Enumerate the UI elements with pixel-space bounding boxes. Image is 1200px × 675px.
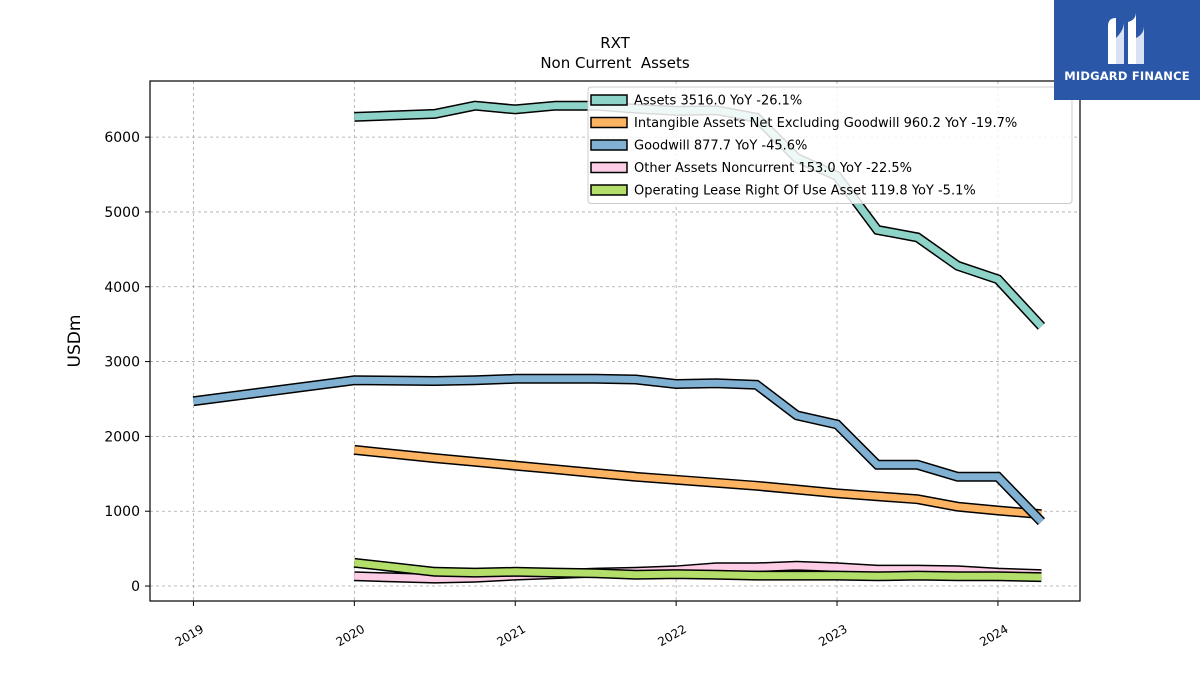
y-tick-label: 2000 [104,429,140,445]
logo-text: MIDGARD FINANCE [1064,69,1190,83]
y-tick-label: 1000 [104,504,140,520]
legend-swatch [590,161,628,174]
plot-frame [149,80,1081,602]
x-tick-label: 2021 [495,622,528,649]
chart-subtitle: Non Current Assets [540,54,690,72]
legend-swatch [590,139,628,151]
legend-swatch [590,94,628,106]
y-tick-label: 0 [131,579,140,595]
logo-mark-icon [1108,12,1144,64]
axes: 0 1000 2000 3000 4000 5000 6000 2019 2020 2021 202… [104,130,1010,649]
series-line-1 [353,444,1042,520]
y-axis-label: USDm [65,315,85,368]
series-line-fill [192,375,1044,525]
legend-label: Other Assets Noncurrent 153.0 YoY -22.5% [634,161,912,176]
x-tick-label: 2024 [977,622,1010,649]
x-tick-label: 2023 [816,622,849,649]
x-tick-label: 2019 [173,622,206,649]
x-tick-label: 2022 [655,622,688,649]
legend-label: Intangible Assets Net Excluding Goodwill… [634,116,1017,131]
series-line-2 [192,373,1045,526]
legend-swatch [590,184,628,196]
y-tick-label: 4000 [104,280,140,296]
y-tick-label: 5000 [104,205,140,221]
y-tick-label: 6000 [104,130,140,146]
series-line-4 [353,557,1042,583]
midgard-finance-logo: MIDGARD FINANCE [1054,0,1200,100]
legend-swatch [590,116,628,129]
series-line-fill [353,559,1042,581]
series-line-fill [353,446,1042,518]
legend: Assets 3516.0 YoY -26.1% Intangible Asset… [587,86,1073,204]
chart-title: RXT [600,34,630,52]
y-tick-label: 3000 [104,355,140,371]
legend-box [587,86,1073,204]
legend-label: Operating Lease Right Of Use Asset 119.8… [634,184,976,199]
legend-label: Goodwill 877.7 YoY -45.6% [634,139,807,154]
legend-label: Assets 3516.0 YoY -26.1% [634,94,802,109]
x-tick-label: 2020 [334,622,367,649]
